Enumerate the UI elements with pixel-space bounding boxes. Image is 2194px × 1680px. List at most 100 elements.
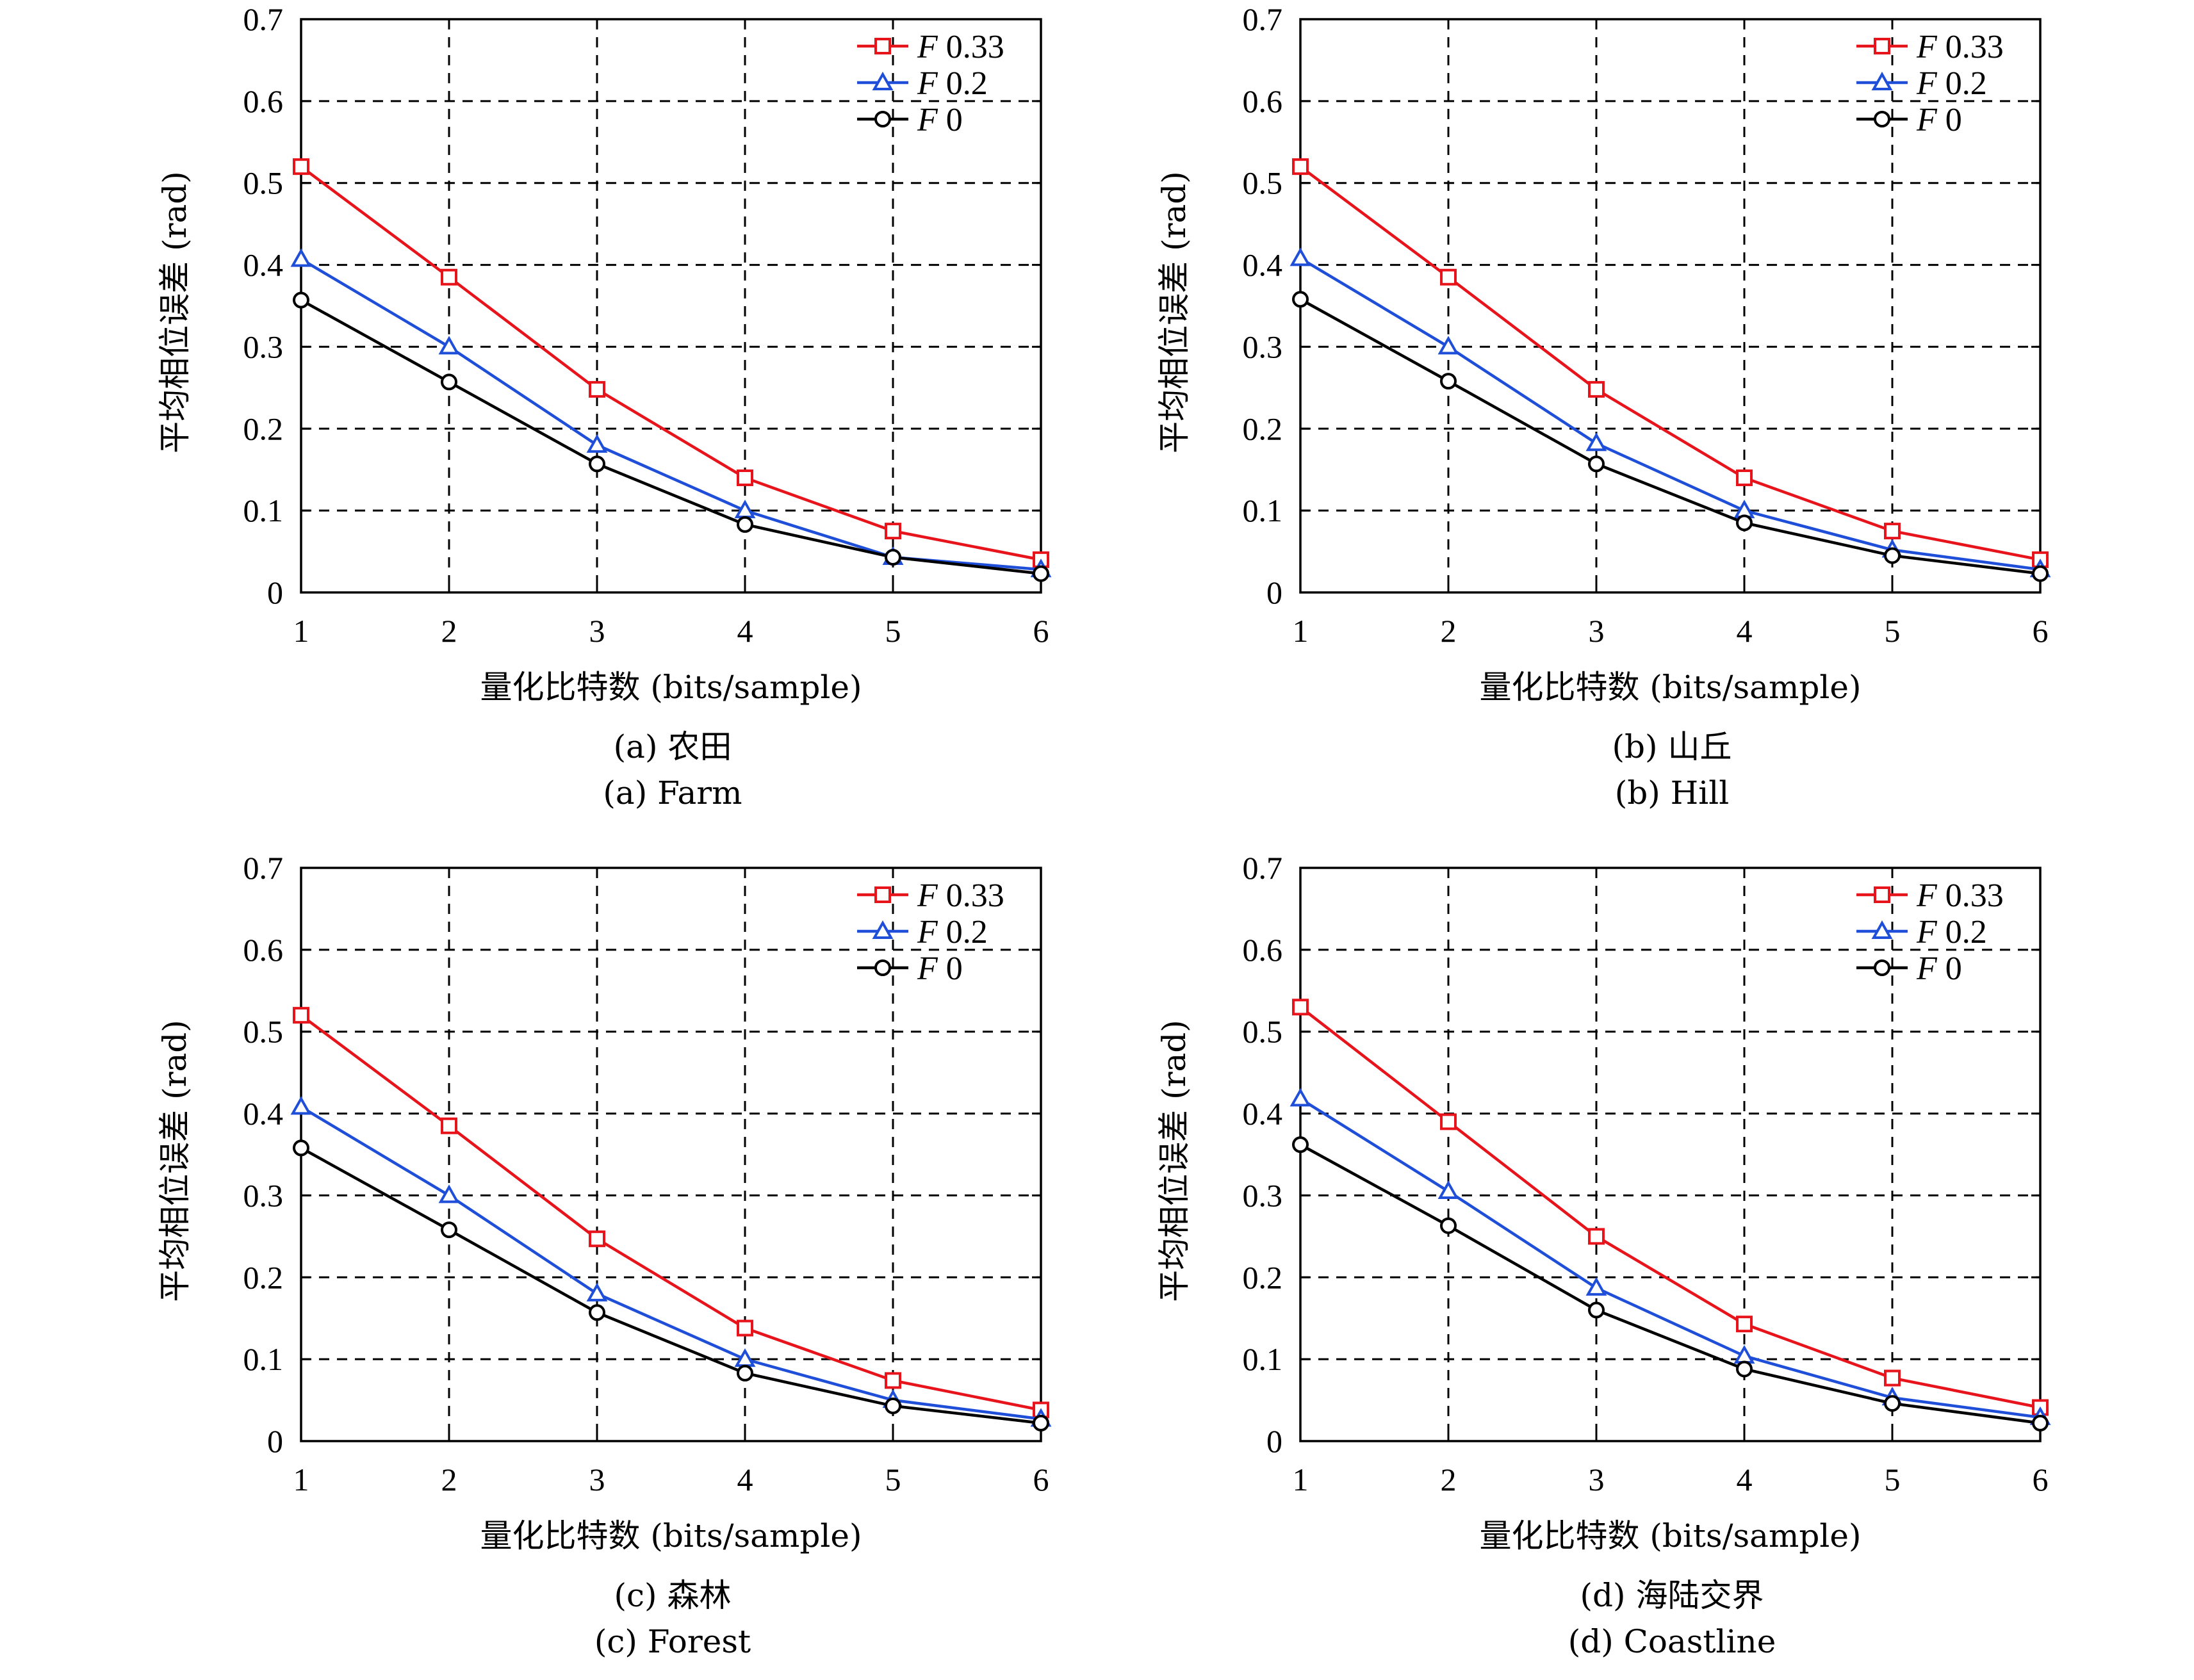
grid-lines [1300,868,2040,1441]
x-tick-label: 3 [1589,1462,1605,1497]
y-tick-label: 0.6 [243,932,284,968]
y-axis-label: 平均相位误差 (rad) [156,1020,193,1302]
caption-cn: (d) 海陆交界 [1580,1577,1764,1614]
y-tick-label: 0 [1266,575,1282,610]
legend-label-value: 0 [1937,950,1962,987]
y-tick-label: 0.6 [243,83,284,119]
data-point-triangle [1437,1180,1459,1200]
data-point-circle [1440,1217,1457,1234]
x-tick-label: 5 [1885,613,1901,649]
legend-marker-square [874,38,891,54]
data-point-square [885,523,901,540]
x-axis-label: 量化比特数 (bits/sample) [1480,669,1862,706]
legend-label-prefix: F [1916,914,1938,950]
data-point-circle [737,516,753,533]
legend-label-prefix: F [1916,29,1938,65]
legend: F 0.33F 0.2F 0 [1856,877,2004,987]
series-line [300,1014,1042,1412]
y-tick-label: 0.7 [1243,850,1283,886]
legend-label: F 0.33 [917,29,1004,65]
y-tick-label: 0 [267,1423,283,1459]
y-tick-label: 0.7 [1243,1,1283,37]
y-tick-label: 0.3 [243,1177,284,1213]
legend-label-value: 0.2 [1937,914,1987,950]
data-point-triangle [1733,1344,1755,1364]
data-point-triangle [1437,336,1459,355]
legend-label: F 0.33 [917,877,1004,914]
data-point-circle [589,455,605,473]
series-triangle [1289,247,2051,578]
x-tick-label: 6 [1033,1462,1049,1497]
legend-label-prefix: F [1916,102,1938,138]
data-point-square [885,1372,901,1389]
x-tick-label: 6 [1033,613,1049,649]
legend-marker-circle [1874,111,1890,127]
data-point-square [441,268,457,286]
data-point-circle [1292,291,1309,308]
data-point-circle [2032,1414,2049,1431]
data-point-square [441,1117,457,1134]
y-tick-label: 0.5 [1243,1014,1283,1050]
data-point-triangle [438,1184,460,1203]
data-point-triangle [290,1096,312,1115]
data-point-triangle [1289,1088,1311,1107]
data-point-circle [589,1304,605,1321]
legend-label: F 0.33 [1916,877,2004,914]
y-tick-label: 0.2 [243,411,284,446]
x-tick-label: 6 [2033,1462,2049,1497]
data-point-triangle [1585,1276,1607,1296]
data-point-circle [1884,547,1901,564]
legend: F 0.33F 0.2F 0 [857,29,1004,138]
caption-en: (a) Farm [603,774,742,811]
chart-svg: 0 0.1 0.2 0.3 0.4 0.5 0.6 0.7 1 2 3 4 5 6 量化比特数 (bits/… [156,850,1052,1554]
series-triangle [290,248,1052,578]
y-tick-label: 0.2 [243,1259,284,1295]
legend-label-value: 0.33 [938,877,1004,914]
data-point-circle [441,373,457,391]
legend-label-prefix: F [917,950,938,987]
data-point-circle [885,549,901,566]
y-tick-label: 0.2 [1243,411,1283,446]
data-point-square [1884,1369,1901,1387]
y-tick-label: 0.5 [243,1014,284,1050]
series-circle [1292,291,2049,582]
y-tick-label: 0.4 [1243,1096,1283,1132]
series-square [1292,158,2049,568]
x-tick-label: 4 [1737,613,1753,649]
x-tick-label: 5 [1885,1462,1901,1497]
data-point-square [293,1007,309,1024]
y-tick-label: 0.7 [243,850,284,886]
y-tick-label: 0 [267,575,283,610]
chart-panel-hill: 0 0.1 0.2 0.3 0.4 0.5 0.6 0.7 1 2 3 4 5 6 量化比特数 (bits/… [999,0,2096,831]
legend-marker-square [874,886,891,903]
data-point-triangle [586,434,608,453]
caption-cn: (a) 农田 [613,728,732,765]
y-tick-label: 0.5 [243,165,284,201]
data-point-circle [1033,1414,1049,1431]
chart-panel-coastline: 0 0.1 0.2 0.3 0.4 0.5 0.6 0.7 1 2 3 4 5 6 量化比特数 (bits/… [999,849,2096,1680]
data-point-square [293,158,309,175]
x-tick-label: 6 [2033,613,2049,649]
series-line [1299,298,2041,575]
series-circle [293,291,1049,582]
grid-lines [301,19,1041,592]
y-tick-label: 0.1 [1243,493,1283,528]
x-tick-label: 2 [441,1462,457,1497]
y-tick-label: 0.6 [1243,83,1283,119]
y-tick-label: 0.1 [1243,1341,1283,1377]
caption-cn: (c) 森林 [614,1577,732,1614]
legend-label-value: 0.2 [1937,65,1987,102]
legend-label: F 0 [917,102,963,138]
legend-marker-triangle [872,920,894,939]
series-line [1299,257,2041,571]
legend-marker-triangle [872,71,894,90]
legend-marker-circle [874,111,891,127]
data-point-square [1292,158,1309,175]
x-axis-label: 量化比特数 (bits/sample) [1480,1517,1862,1554]
x-tick-label: 2 [441,613,457,649]
series-circle [1292,1136,2049,1431]
legend-label: F 0 [1916,950,1962,987]
series-line [1299,1143,2041,1425]
data-point-circle [1736,514,1753,532]
